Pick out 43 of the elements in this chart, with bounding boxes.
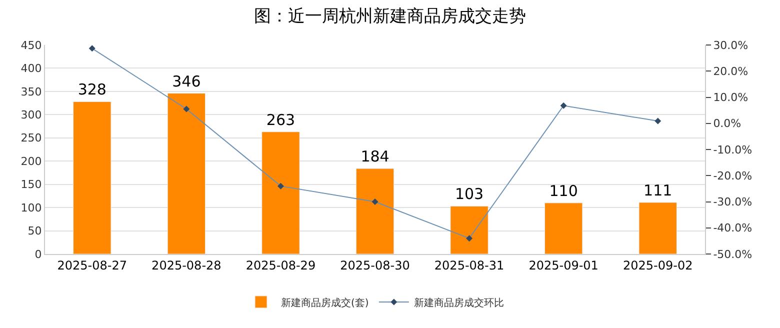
y2-tick-label: 10.0% bbox=[713, 91, 748, 104]
bar bbox=[356, 168, 394, 254]
x-tick-label: 2025-08-31 bbox=[434, 258, 504, 272]
x-tick-label: 2025-09-02 bbox=[622, 258, 693, 272]
y2-tick-label: -50.0% bbox=[713, 248, 752, 261]
y-tick-label: 150 bbox=[20, 178, 42, 192]
y-tick-label: 100 bbox=[20, 201, 42, 214]
legend-label: 新建商品房成交环比 bbox=[414, 296, 504, 309]
x-tick-label: 2025-08-28 bbox=[152, 258, 222, 272]
x-tick-label: 2025-08-27 bbox=[57, 258, 128, 272]
x-tick-label: 2025-08-30 bbox=[340, 258, 410, 272]
data-label: 346 bbox=[172, 72, 201, 90]
y-tick-label: 50 bbox=[28, 224, 42, 238]
y-tick-label: 450 bbox=[20, 38, 42, 52]
data-label: 110 bbox=[549, 182, 578, 200]
bar bbox=[544, 202, 583, 254]
y-tick-label: 250 bbox=[20, 132, 42, 145]
bar bbox=[638, 202, 677, 254]
y2-tick-label: -40.0% bbox=[713, 222, 752, 235]
bar bbox=[450, 206, 488, 254]
data-label: 103 bbox=[454, 185, 484, 204]
x-tick-label: 2025-09-01 bbox=[528, 258, 598, 272]
data-label: 111 bbox=[644, 181, 672, 200]
y2-tick-label: 20.0% bbox=[713, 64, 748, 78]
y-tick-label: 400 bbox=[20, 62, 42, 76]
y-tick-label: 350 bbox=[20, 85, 42, 98]
bar bbox=[73, 101, 112, 254]
y-tick-label: 300 bbox=[20, 108, 42, 122]
bar bbox=[167, 93, 206, 254]
data-label: 263 bbox=[266, 110, 296, 129]
y2-tick-label: 30.0% bbox=[713, 38, 748, 52]
y-tick-label: 200 bbox=[20, 154, 42, 168]
x-tick-label: 2025-08-29 bbox=[246, 258, 316, 272]
y2-tick-label: -30.0% bbox=[713, 196, 752, 209]
y2-tick-label: -20.0% bbox=[713, 169, 752, 182]
data-label: 184 bbox=[360, 148, 390, 166]
chart-title: 图：近一周杭州新建商品房成交走势 bbox=[254, 6, 526, 27]
y2-tick-label: -10.0% bbox=[713, 143, 752, 156]
y2-tick-label: 0.0% bbox=[713, 117, 742, 130]
legend-label: 新建商品房成交(套) bbox=[281, 296, 369, 309]
bar bbox=[262, 132, 300, 254]
data-label: 328 bbox=[78, 80, 106, 99]
y-tick-label: 0 bbox=[34, 248, 42, 261]
